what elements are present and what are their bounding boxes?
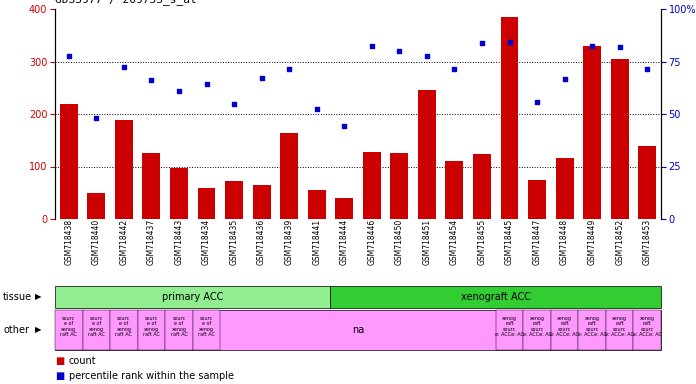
Text: sourc
e of
xenog
raft AC: sourc e of xenog raft AC xyxy=(61,316,77,337)
Text: GSM718455: GSM718455 xyxy=(477,219,487,265)
Text: sourc
e of
xenog
raft AC: sourc e of xenog raft AC xyxy=(198,316,215,337)
Bar xyxy=(115,120,133,219)
Text: na: na xyxy=(352,325,364,335)
Text: GSM718454: GSM718454 xyxy=(450,219,459,265)
Text: GSM718446: GSM718446 xyxy=(367,219,377,265)
Bar xyxy=(60,104,78,219)
Text: GSM718436: GSM718436 xyxy=(257,219,266,265)
Text: GSM718453: GSM718453 xyxy=(642,219,651,265)
Point xyxy=(559,76,570,83)
Point xyxy=(587,43,598,49)
Text: GSM718434: GSM718434 xyxy=(202,219,211,265)
Point xyxy=(532,99,543,106)
Text: count: count xyxy=(69,356,97,366)
Text: xenog
raft
sourc
e: ACCe: AC: xenog raft sourc e: ACCe: AC xyxy=(523,316,551,337)
Point xyxy=(63,53,74,59)
Text: sourc
e of
xenog
raft AC: sourc e of xenog raft AC xyxy=(171,316,187,337)
Bar xyxy=(143,153,160,219)
Bar xyxy=(500,17,519,219)
Text: ■: ■ xyxy=(55,356,64,366)
Point xyxy=(366,43,377,49)
Text: ▶: ▶ xyxy=(35,293,42,301)
Text: GSM718448: GSM718448 xyxy=(560,219,569,265)
Point xyxy=(504,39,515,45)
Bar xyxy=(555,158,574,219)
Point xyxy=(339,122,350,129)
Text: GSM718450: GSM718450 xyxy=(395,219,404,265)
Point xyxy=(256,75,267,81)
Bar xyxy=(418,90,436,219)
Bar xyxy=(445,161,464,219)
Point xyxy=(90,114,102,121)
Point xyxy=(118,64,129,70)
Text: GSM718442: GSM718442 xyxy=(119,219,128,265)
Text: percentile rank within the sample: percentile rank within the sample xyxy=(69,371,234,381)
Text: GSM718443: GSM718443 xyxy=(175,219,184,265)
Text: xenog
raft
sourc
e: ACCe: AC: xenog raft sourc e: ACCe: AC xyxy=(606,316,634,337)
Text: primary ACC: primary ACC xyxy=(162,292,223,302)
Bar xyxy=(528,180,546,219)
Point xyxy=(642,66,653,73)
Bar xyxy=(610,59,628,219)
Point xyxy=(146,77,157,83)
Text: xenog
raft
sourc
e: ACCe: AC: xenog raft sourc e: ACCe: AC xyxy=(633,316,662,337)
Bar xyxy=(198,187,216,219)
Text: GSM718444: GSM718444 xyxy=(340,219,349,265)
Text: GDS3977 / 209753_s_at: GDS3977 / 209753_s_at xyxy=(55,0,197,5)
Point xyxy=(228,101,239,107)
Point xyxy=(394,48,405,54)
Bar xyxy=(253,185,271,219)
Text: sourc
e of
xenog
raft AC: sourc e of xenog raft AC xyxy=(116,316,132,337)
Point xyxy=(476,40,487,46)
Bar xyxy=(335,198,353,219)
Bar xyxy=(88,193,105,219)
Point xyxy=(173,88,184,94)
Point xyxy=(421,53,432,59)
Text: GSM718451: GSM718451 xyxy=(422,219,432,265)
Bar xyxy=(390,153,409,219)
Text: sourc
e of
xenog
raft AC: sourc e of xenog raft AC xyxy=(143,316,160,337)
Point xyxy=(283,66,294,73)
Text: xenog
raft
sourc
e: ACCe: AC: xenog raft sourc e: ACCe: AC xyxy=(550,316,579,337)
Text: GSM718449: GSM718449 xyxy=(587,219,596,265)
Bar xyxy=(280,133,298,219)
Text: tissue: tissue xyxy=(3,292,32,302)
Text: GSM718439: GSM718439 xyxy=(285,219,294,265)
Text: other: other xyxy=(3,325,29,335)
Text: xenog
raft
sourc
e: ACCe: AC: xenog raft sourc e: ACCe: AC xyxy=(578,316,607,337)
Text: sourc
e of
xenog
raft AC: sourc e of xenog raft AC xyxy=(88,316,105,337)
Text: GSM718452: GSM718452 xyxy=(615,219,624,265)
Bar xyxy=(308,190,326,219)
Point xyxy=(614,44,625,50)
Text: ▶: ▶ xyxy=(35,326,42,334)
Bar xyxy=(583,46,601,219)
Point xyxy=(311,106,322,112)
Text: GSM718447: GSM718447 xyxy=(532,219,541,265)
Text: GSM718440: GSM718440 xyxy=(92,219,101,265)
Bar xyxy=(225,181,243,219)
Bar xyxy=(638,146,656,219)
Text: GSM718435: GSM718435 xyxy=(230,219,239,265)
Text: xenog
raft
sourc
e: ACCe: AC: xenog raft sourc e: ACCe: AC xyxy=(495,316,524,337)
Point xyxy=(449,66,460,73)
Text: GSM718437: GSM718437 xyxy=(147,219,156,265)
Bar xyxy=(170,168,188,219)
Text: ■: ■ xyxy=(55,371,64,381)
Text: xenograft ACC: xenograft ACC xyxy=(461,292,531,302)
Bar xyxy=(363,152,381,219)
Bar xyxy=(473,154,491,219)
Point xyxy=(201,81,212,87)
Text: GSM718441: GSM718441 xyxy=(313,219,321,265)
Text: GSM718438: GSM718438 xyxy=(64,219,73,265)
Text: GSM718445: GSM718445 xyxy=(505,219,514,265)
